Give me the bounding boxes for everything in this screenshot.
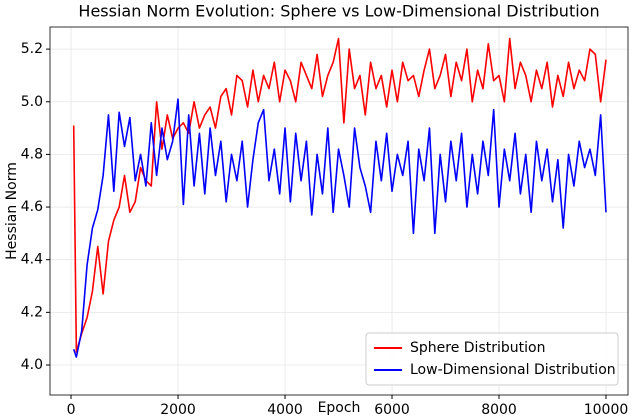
x-tick-label: 4000: [267, 402, 303, 418]
x-tick-label: 6000: [374, 402, 410, 418]
chart-title: Hessian Norm Evolution: Sphere vs Low-Di…: [78, 2, 599, 21]
y-tick-label: 4.6: [21, 199, 43, 215]
y-tick-label: 5.0: [21, 94, 43, 110]
x-tick-label: 8000: [481, 402, 517, 418]
series-line: [72, 98, 607, 358]
x-tick-label: 10000: [584, 402, 629, 418]
legend-box: [365, 332, 619, 386]
x-tick-label: 0: [67, 402, 76, 418]
x-axis-label: Epoch: [318, 400, 361, 416]
y-axis-label: Hessian Norm: [4, 162, 20, 260]
y-tick-label: 4.0: [21, 357, 43, 373]
legend-label: Sphere Distribution: [410, 340, 545, 356]
y-tick-label: 4.4: [21, 252, 43, 268]
y-tick-label: 5.2: [21, 41, 43, 57]
x-tick-label: 2000: [160, 402, 196, 418]
plot-frame: [49, 26, 629, 396]
y-tick-label: 4.2: [21, 304, 43, 320]
series-line: [72, 37, 607, 353]
y-tick-label: 4.8: [21, 146, 43, 162]
legend-label: Low-Dimensional Distribution: [410, 362, 616, 378]
